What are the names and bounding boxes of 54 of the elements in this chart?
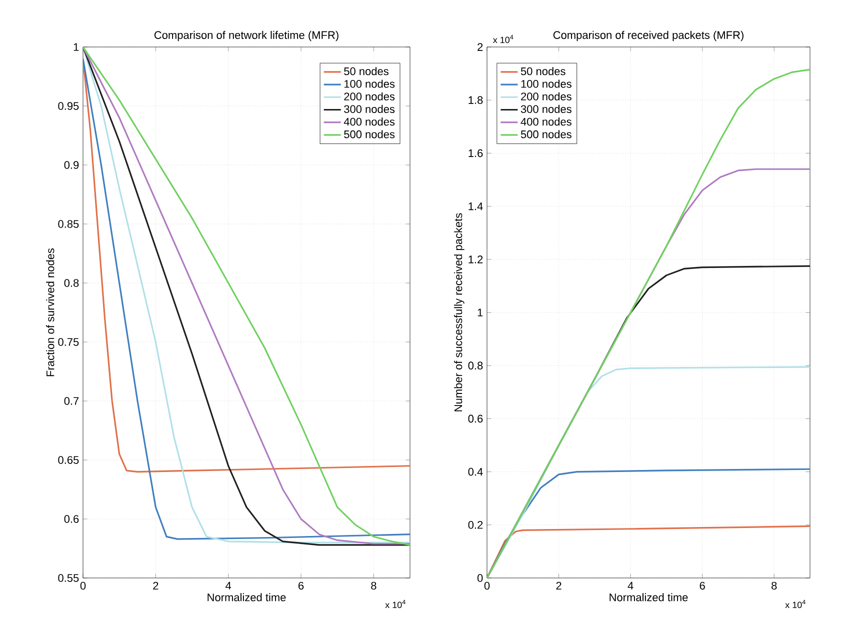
y-tick-label: 0.7 bbox=[64, 397, 79, 405]
y-tick-label: 0.6 bbox=[64, 515, 79, 523]
chart-title: Comparison of network lifetime (MFR) bbox=[154, 30, 338, 42]
text: x 10$^{4}$ bbox=[492, 34, 514, 44]
y-tick-label: 1.4 bbox=[468, 202, 483, 210]
text: x 10$^{4}$ bbox=[385, 600, 406, 608]
legend-label: 400 nodes bbox=[520, 118, 572, 126]
line-series bbox=[487, 68, 810, 578]
legend-label: 500 nodes bbox=[520, 130, 572, 138]
y-tick-label: 1.6 bbox=[468, 149, 483, 158]
x-axis-title: Normalized time bbox=[208, 593, 286, 602]
legend-label: 50 nodes bbox=[520, 67, 566, 76]
y-tick-label: 0.2 bbox=[468, 520, 483, 529]
legend-label: 300 nodes bbox=[520, 104, 572, 114]
x-tick-label: 8 bbox=[371, 582, 376, 590]
x-tick-label: 2 bbox=[153, 582, 158, 590]
y-tick-label: 1.8 bbox=[468, 96, 483, 104]
legend-label: 300 nodes bbox=[344, 104, 395, 114]
x-tick-label: 6 bbox=[700, 582, 705, 590]
y-tick-label: 0.85 bbox=[58, 220, 79, 228]
y-tick-label: 1 bbox=[478, 308, 483, 316]
legend-label: 400 nodes bbox=[344, 118, 395, 126]
legend-label: 200 nodes bbox=[521, 92, 572, 100]
x-tick-label: 4 bbox=[226, 582, 232, 590]
y-tick-label: 1 bbox=[74, 43, 79, 51]
y-tick-label: 2 bbox=[478, 43, 483, 51]
y-tick-label: 0.9 bbox=[64, 161, 79, 169]
legend-label: 500 nodes bbox=[344, 130, 395, 138]
y-tick-label: 0.75 bbox=[58, 338, 79, 346]
line-series bbox=[487, 525, 810, 578]
y-tick-label: 1.2 bbox=[468, 256, 483, 264]
legend-label: 200 nodes bbox=[344, 92, 395, 100]
x-tick-label: 4 bbox=[628, 582, 634, 590]
legend-label: 100 nodes bbox=[344, 80, 395, 88]
y-axis-title: Fraction of survived nodes bbox=[46, 248, 54, 376]
y-tick-label: 0.8 bbox=[64, 279, 79, 287]
x-axis-title: Normalized time bbox=[610, 593, 688, 602]
legend-label: 50 nodes bbox=[344, 67, 388, 76]
y-tick-label: 0.95 bbox=[58, 102, 79, 110]
y-tick-label: 0.6 bbox=[468, 414, 483, 423]
x-tick-label: 6 bbox=[298, 582, 304, 590]
text: x 10$^{4}$ bbox=[785, 600, 806, 608]
y-tick-label: 0.4 bbox=[468, 468, 483, 476]
y-tick-label: 0.8 bbox=[468, 362, 483, 370]
x-tick-label: 0 bbox=[80, 582, 86, 590]
x-tick-label: 2 bbox=[556, 582, 562, 590]
legend-label: 100 nodes bbox=[521, 80, 572, 88]
y-tick-label: 0.55 bbox=[58, 574, 79, 582]
y-axis-title: Number of successfully received packets bbox=[454, 213, 464, 412]
y-tick-label: 0.65 bbox=[58, 456, 79, 464]
y-tick-label: 0 bbox=[477, 574, 483, 582]
chart-title: Comparison of received packets (MFR) bbox=[553, 30, 744, 42]
x-tick-label: 8 bbox=[772, 582, 777, 590]
x-tick-label: 0 bbox=[484, 582, 490, 590]
